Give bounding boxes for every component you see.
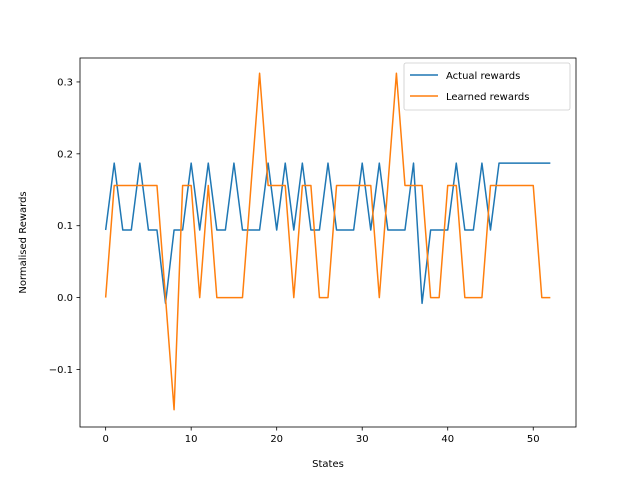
x-tick-label: 40	[441, 434, 454, 445]
legend-label: Learned rewards	[446, 92, 529, 103]
series-line-1	[104, 72, 551, 411]
y-tick-label: 0.2	[57, 149, 73, 160]
y-axis-label: Normalised Rewards	[18, 191, 29, 293]
y-axis-ticks: −0.1 0.0 0.1 0.2 0.3	[49, 77, 80, 376]
y-tick-label: 0.1	[57, 221, 73, 232]
legend-label: Actual rewards	[446, 71, 520, 82]
x-tick-label: 30	[356, 434, 369, 445]
plot-frame	[79, 57, 577, 428]
y-tick-label: 0.0	[57, 293, 73, 304]
x-tick-label: 10	[185, 434, 198, 445]
x-axis-ticks: 0 10 20 30 40 50	[102, 427, 540, 445]
legend-box	[403, 62, 571, 111]
x-tick-label: 20	[270, 434, 283, 445]
x-tick-label: 50	[527, 434, 540, 445]
legend: Actual rewards Learned rewards	[403, 62, 571, 111]
y-tick-label: −0.1	[49, 365, 73, 376]
series-line-0	[104, 162, 551, 305]
x-tick-label: 0	[102, 434, 108, 445]
y-tick-label: 0.3	[57, 77, 73, 88]
x-axis-label: States	[312, 459, 344, 470]
series-lines	[104, 72, 551, 411]
